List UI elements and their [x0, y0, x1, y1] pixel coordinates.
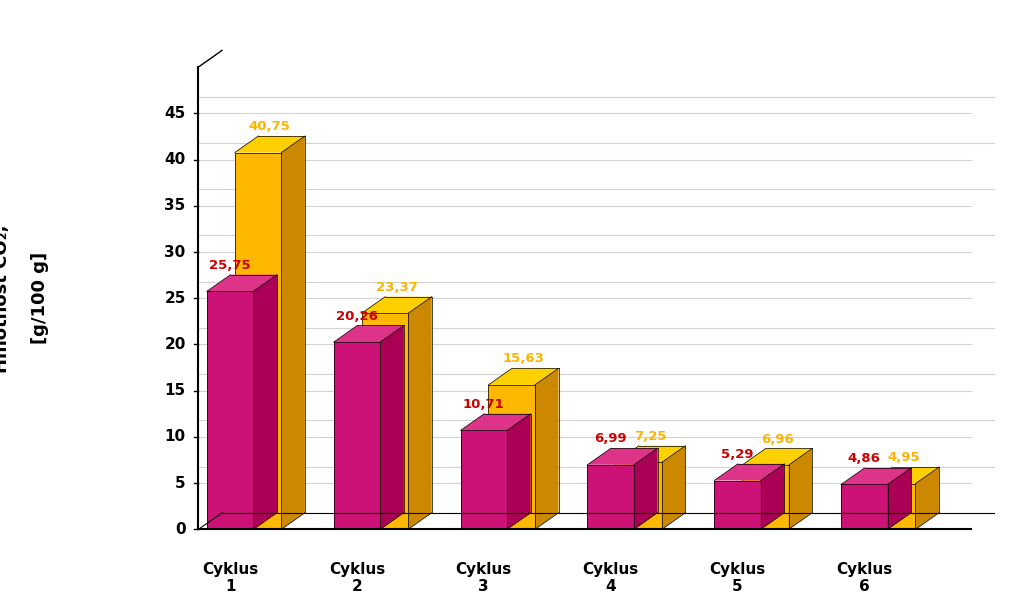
- Text: 5: 5: [175, 476, 185, 491]
- Text: 25: 25: [164, 291, 185, 306]
- Polygon shape: [869, 467, 939, 484]
- Text: Cyklus
3: Cyklus 3: [456, 562, 512, 594]
- Polygon shape: [634, 448, 657, 529]
- Polygon shape: [207, 291, 253, 529]
- Polygon shape: [361, 314, 409, 529]
- Polygon shape: [761, 464, 784, 529]
- Text: Cyklus
6: Cyklus 6: [837, 562, 892, 594]
- Polygon shape: [841, 468, 911, 484]
- Polygon shape: [615, 463, 662, 529]
- Polygon shape: [234, 153, 282, 529]
- Polygon shape: [742, 465, 788, 529]
- Text: 40,75: 40,75: [249, 120, 291, 133]
- Text: 6,96: 6,96: [761, 432, 794, 446]
- Polygon shape: [461, 431, 507, 529]
- Polygon shape: [588, 465, 634, 529]
- Text: 7,25: 7,25: [634, 430, 667, 443]
- Polygon shape: [535, 368, 558, 529]
- Polygon shape: [334, 342, 380, 529]
- Polygon shape: [662, 446, 685, 529]
- Text: 10,71: 10,71: [463, 398, 505, 411]
- Polygon shape: [282, 136, 305, 529]
- Polygon shape: [507, 414, 530, 529]
- Polygon shape: [888, 468, 911, 529]
- Text: 15: 15: [165, 384, 185, 398]
- Polygon shape: [588, 448, 657, 465]
- Polygon shape: [361, 297, 432, 314]
- Text: 25,75: 25,75: [209, 259, 251, 272]
- Polygon shape: [461, 414, 530, 431]
- Polygon shape: [380, 326, 403, 529]
- Text: 5,29: 5,29: [721, 448, 754, 461]
- Text: 4,86: 4,86: [848, 452, 881, 465]
- Text: 23,37: 23,37: [376, 281, 418, 294]
- Text: 6,99: 6,99: [594, 432, 627, 446]
- Text: 35: 35: [165, 198, 185, 213]
- Text: 40: 40: [165, 152, 185, 167]
- Text: 20: 20: [164, 337, 185, 352]
- Polygon shape: [488, 368, 558, 385]
- Text: [g/100 g]: [g/100 g]: [31, 252, 49, 344]
- Text: 45: 45: [165, 106, 185, 121]
- Text: 4,95: 4,95: [888, 451, 921, 464]
- Polygon shape: [788, 449, 812, 529]
- Polygon shape: [915, 467, 939, 529]
- Text: 30: 30: [165, 244, 185, 259]
- Polygon shape: [742, 449, 812, 465]
- Polygon shape: [615, 446, 685, 463]
- Text: Cyklus
2: Cyklus 2: [329, 562, 385, 594]
- Polygon shape: [714, 481, 761, 529]
- Text: 10: 10: [165, 429, 185, 444]
- Text: 15,63: 15,63: [503, 353, 545, 365]
- Polygon shape: [234, 136, 305, 153]
- Polygon shape: [841, 484, 888, 529]
- Polygon shape: [334, 326, 403, 342]
- Polygon shape: [253, 274, 278, 529]
- Polygon shape: [409, 297, 432, 529]
- Text: Cyklus
4: Cyklus 4: [583, 562, 639, 594]
- Polygon shape: [714, 464, 784, 481]
- Polygon shape: [207, 274, 278, 291]
- Text: Cyklus
1: Cyklus 1: [202, 562, 258, 594]
- Polygon shape: [488, 385, 535, 529]
- Text: 20,26: 20,26: [336, 310, 378, 323]
- Polygon shape: [869, 484, 915, 529]
- Text: 0: 0: [175, 522, 185, 537]
- Text: Hmotnost CO₂;: Hmotnost CO₂;: [0, 224, 11, 373]
- Text: Cyklus
5: Cyklus 5: [710, 562, 766, 594]
